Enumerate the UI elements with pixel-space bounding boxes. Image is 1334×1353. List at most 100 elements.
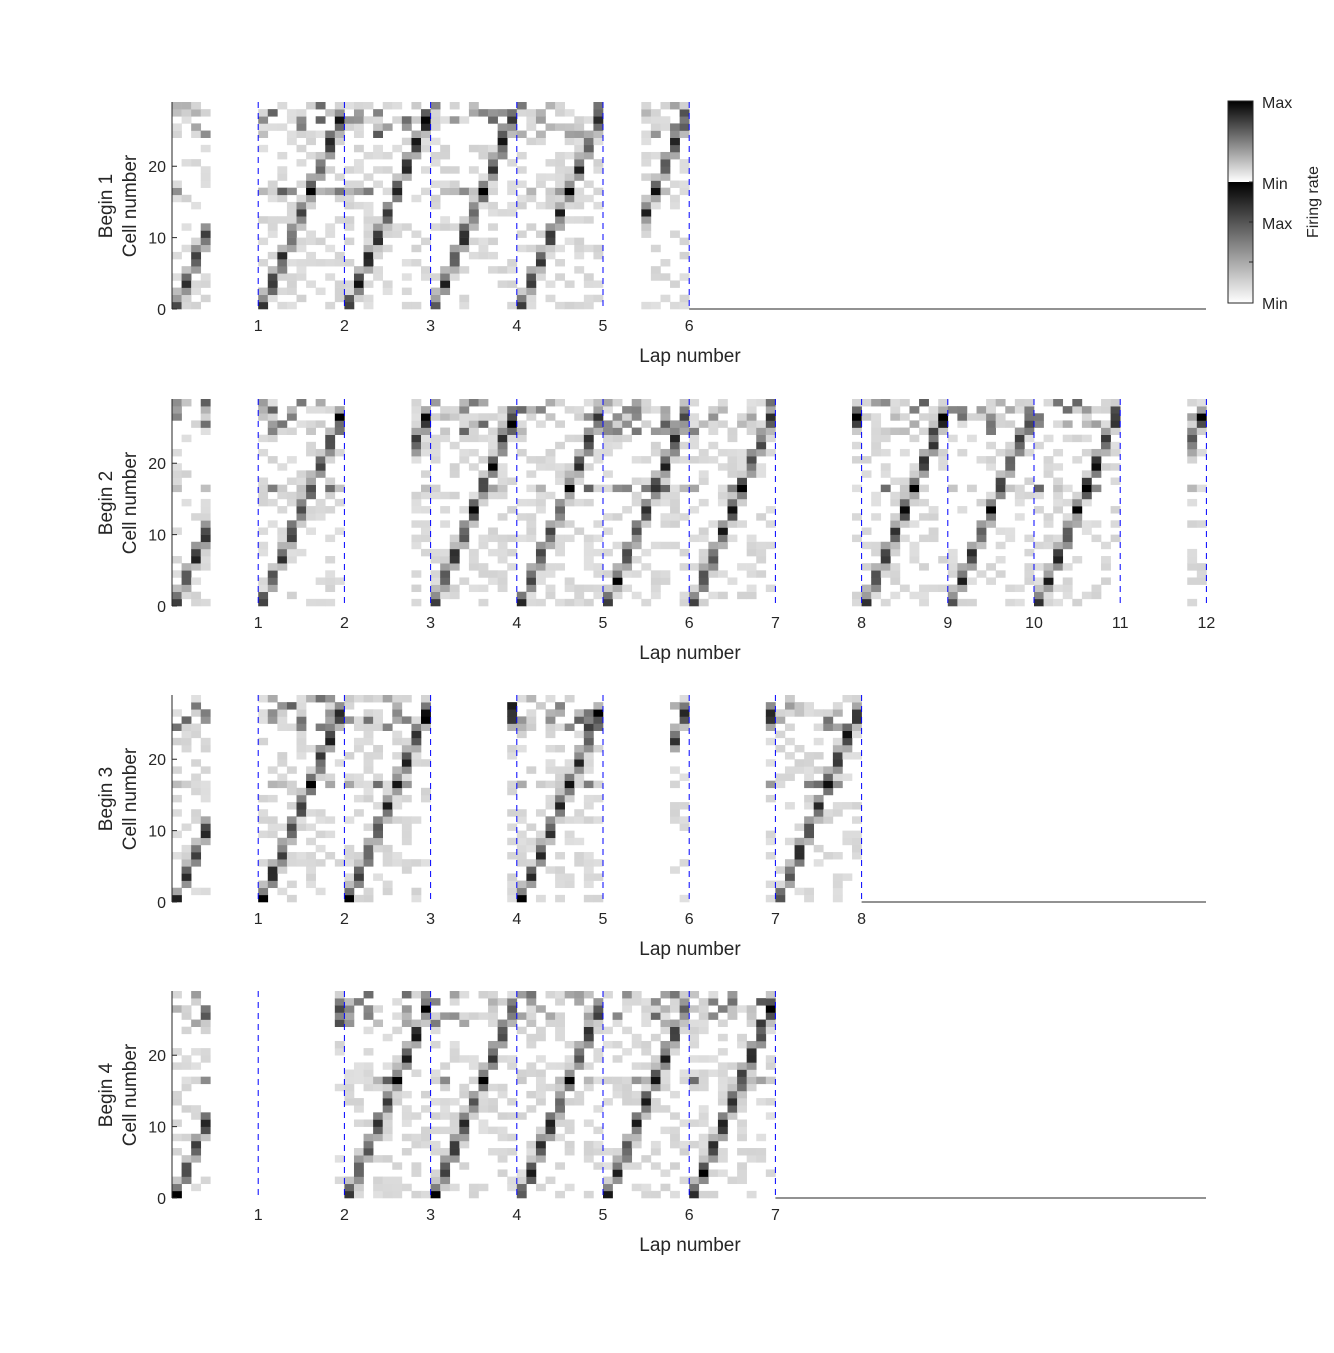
heatmap-cell bbox=[641, 1012, 652, 1020]
heatmap-cell bbox=[459, 448, 470, 457]
heatmap-cell bbox=[172, 294, 182, 303]
heatmap-cell bbox=[459, 1112, 470, 1120]
heatmap-cell bbox=[679, 1026, 690, 1035]
heatmap-cell bbox=[660, 470, 671, 478]
heatmap-cell bbox=[842, 752, 853, 760]
heatmap-cell bbox=[440, 116, 451, 124]
heatmap-cell bbox=[976, 456, 987, 464]
heatmap-cell bbox=[449, 548, 460, 557]
heatmap-cell bbox=[784, 866, 795, 874]
heatmap-cell bbox=[1062, 584, 1073, 593]
heatmap-cell bbox=[373, 744, 384, 753]
heatmap-cell bbox=[1062, 577, 1073, 585]
heatmap-cell bbox=[507, 420, 518, 428]
heatmap-cell bbox=[535, 548, 546, 557]
heatmap-cell bbox=[1053, 477, 1064, 485]
heatmap-cell bbox=[181, 591, 192, 600]
heatmap-cell bbox=[832, 780, 843, 789]
heatmap-cell bbox=[421, 998, 431, 1006]
heatmap-cell bbox=[200, 534, 211, 543]
heatmap-cell bbox=[306, 773, 316, 781]
heatmap-cell bbox=[401, 744, 412, 753]
heatmap-cell bbox=[306, 744, 316, 753]
heatmap-cell bbox=[306, 259, 316, 267]
heatmap-cell bbox=[660, 448, 671, 457]
heatmap-cell bbox=[526, 837, 537, 846]
heatmap-cell bbox=[555, 1098, 565, 1106]
heatmap-cell bbox=[1014, 498, 1025, 507]
y-tick-label: 20 bbox=[148, 159, 166, 176]
heatmap-cell bbox=[1053, 506, 1064, 514]
heatmap-cell bbox=[459, 1090, 470, 1099]
heatmap-cell bbox=[612, 399, 623, 407]
heatmap-cell bbox=[200, 794, 211, 803]
heatmap-cell bbox=[516, 844, 527, 853]
heatmap-cell bbox=[650, 201, 661, 210]
heatmap-cell bbox=[823, 773, 834, 781]
heatmap-cell bbox=[986, 441, 996, 450]
heatmap-cell bbox=[401, 1012, 412, 1020]
heatmap-cell bbox=[488, 166, 498, 174]
heatmap-cell bbox=[756, 399, 767, 407]
heatmap-cell bbox=[919, 591, 929, 600]
heatmap-cell bbox=[258, 287, 269, 296]
heatmap-cell bbox=[1072, 556, 1083, 564]
heatmap-cell bbox=[689, 399, 700, 407]
heatmap-cell bbox=[526, 823, 537, 831]
heatmap-cell bbox=[631, 541, 642, 550]
heatmap-cell bbox=[488, 484, 498, 493]
heatmap-cell bbox=[890, 541, 901, 550]
y-tick-label: 0 bbox=[157, 1191, 166, 1208]
heatmap-cell bbox=[325, 534, 336, 543]
heatmap-cell bbox=[631, 556, 642, 564]
heatmap-cell bbox=[670, 144, 680, 153]
heatmap-cell bbox=[325, 702, 336, 710]
heatmap-cell bbox=[392, 852, 403, 860]
heatmap-cell bbox=[650, 1062, 661, 1070]
heatmap-cell bbox=[488, 180, 498, 188]
heatmap-cell bbox=[306, 251, 316, 260]
heatmap-cell bbox=[1034, 441, 1044, 450]
heatmap-cell bbox=[267, 866, 278, 874]
heatmap-cell bbox=[919, 484, 929, 493]
heatmap-cell bbox=[421, 434, 431, 443]
heatmap-cell bbox=[315, 470, 326, 478]
heatmap-cell bbox=[852, 816, 862, 824]
heatmap-cell bbox=[555, 151, 565, 160]
heatmap-cell bbox=[296, 520, 307, 528]
heatmap-cell bbox=[468, 194, 479, 203]
heatmap-cell bbox=[660, 173, 671, 181]
heatmap-cell bbox=[344, 1083, 355, 1092]
heatmap-cell bbox=[909, 498, 920, 507]
heatmap-cell bbox=[306, 427, 316, 435]
heatmap-cell bbox=[172, 1190, 182, 1199]
heatmap-cell bbox=[622, 1083, 633, 1092]
heatmap-cell bbox=[727, 506, 738, 514]
heatmap-cell bbox=[1110, 413, 1121, 421]
heatmap-cell bbox=[296, 809, 307, 817]
heatmap-cell bbox=[392, 730, 403, 739]
heatmap-cell bbox=[526, 1140, 537, 1149]
heatmap-cell bbox=[373, 151, 384, 160]
heatmap-cell bbox=[277, 427, 288, 435]
heatmap-cell bbox=[1101, 556, 1111, 564]
heatmap-cell bbox=[507, 873, 518, 881]
heatmap-cell bbox=[583, 766, 594, 774]
heatmap-cell bbox=[1005, 420, 1016, 428]
heatmap-cell bbox=[430, 116, 441, 124]
heatmap-cell bbox=[315, 816, 326, 824]
heatmap-cell bbox=[449, 1119, 460, 1127]
heatmap-cell bbox=[698, 1155, 709, 1163]
heatmap-cell bbox=[564, 723, 575, 731]
heatmap-cell bbox=[334, 130, 345, 138]
heatmap-cell bbox=[363, 1026, 374, 1035]
heatmap-cell bbox=[286, 287, 297, 296]
heatmap-cell bbox=[650, 470, 661, 478]
heatmap-cell bbox=[986, 456, 996, 464]
heatmap-cell bbox=[583, 144, 594, 153]
heatmap-cell bbox=[765, 1169, 776, 1177]
heatmap-cell bbox=[593, 591, 604, 600]
heatmap-cell bbox=[363, 752, 374, 760]
heatmap-cell bbox=[296, 266, 307, 274]
heatmap-cell bbox=[1196, 448, 1207, 457]
